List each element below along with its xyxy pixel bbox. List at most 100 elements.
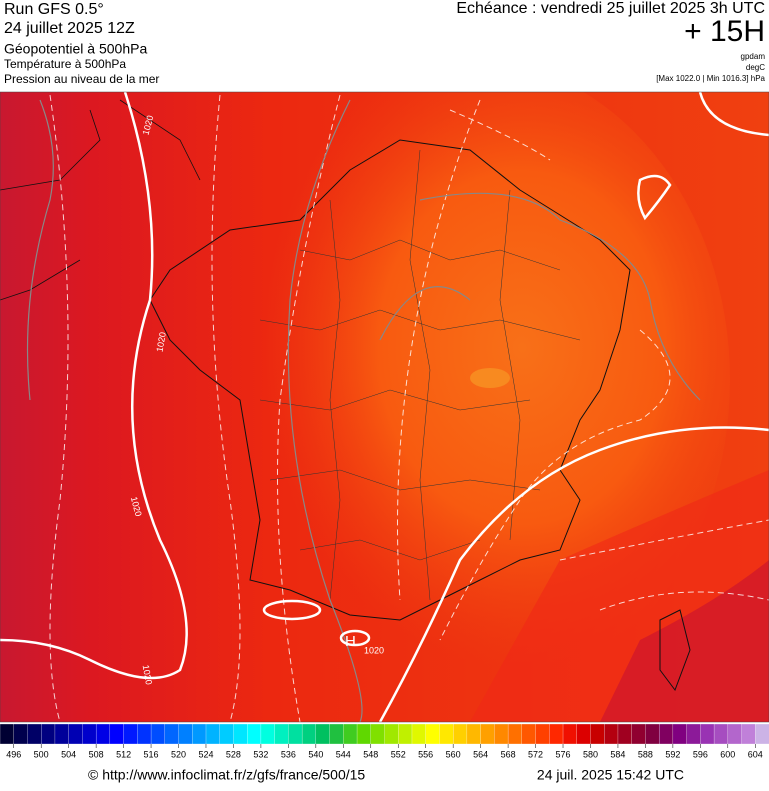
color-swatch [274,723,289,745]
colorbar-label: 496 [6,749,21,759]
isotherms [49,94,769,722]
color-swatch [439,723,454,745]
color-swatch [68,723,83,745]
source-url: © http://www.infoclimat.fr/z/gfs/france/… [88,767,365,783]
colorbar-label: 588 [638,749,653,759]
color-swatch [343,723,358,745]
colorbar-label: 556 [418,749,433,759]
color-swatch [494,723,509,745]
color-swatch [562,723,578,745]
colorbar-label: 564 [473,749,488,759]
color-swatch [123,723,138,745]
color-swatch [164,723,179,745]
colorbar-label: 572 [528,749,543,759]
colorbar: 496 500 504 508 512 516 520 524 528 532 536 540 544 5… [0,723,769,759]
color-swatch [41,723,56,745]
colorbar-label: 548 [363,749,378,759]
color-swatch [672,723,688,745]
color-swatch [54,723,70,745]
colorbar-label: 600 [720,749,735,759]
color-swatch [507,723,523,745]
lead-time: + 15H [684,15,765,48]
field-1: Géopotentiel à 500hPa [4,41,147,57]
geopotential-lines [26,99,701,722]
run-date: 24 juillet 2025 12Z [4,20,135,37]
color-swatch [398,723,413,745]
colorbar-label: 528 [226,749,241,759]
color-swatch [549,723,564,745]
color-swatch [356,723,372,745]
color-swatch [604,723,619,745]
color-swatch [288,723,303,745]
color-swatch [233,723,248,745]
colorbar-label: 540 [308,749,323,759]
colorbar-label: 524 [198,749,213,759]
color-swatch [329,723,344,745]
colorbar-label: 500 [34,749,49,759]
colorbar-label: 512 [116,749,131,759]
color-swatch [0,723,15,745]
colorbar-label: 568 [501,749,516,759]
map-frame [0,91,769,723]
color-swatch [95,723,111,745]
color-swatch [617,723,633,745]
colorbar-label: 508 [89,749,104,759]
isobar-label: 1020 [154,331,167,352]
field-2: Température à 500hPa [4,57,126,71]
color-swatch [301,723,317,745]
colorbar-label: 536 [281,749,296,759]
color-swatch [370,723,385,745]
southeast-cold [600,560,769,722]
isobar-label: 1020 [364,645,384,655]
run-title: Run GFS 0.5° [4,1,104,18]
color-swatch [576,723,591,745]
color-swatch [247,723,262,745]
colorbar-label: 544 [336,749,351,759]
color-swatch [13,723,28,745]
isobars [0,92,769,722]
color-swatch [260,723,276,745]
color-swatch [686,723,701,745]
color-swatch [453,723,468,745]
colorbar-label: 580 [583,749,598,759]
color-swatch [700,723,715,745]
color-swatch [713,723,729,745]
color-swatch [645,723,660,745]
coastline [0,99,201,301]
colorbar-label: 592 [665,749,680,759]
corsica [659,609,691,692]
color-swatch [521,723,537,745]
colorbar-label: 576 [556,749,571,759]
color-swatch [82,723,97,745]
warm-core [470,368,510,388]
unit-2: degC [746,63,765,72]
colorbar-label: 584 [610,749,625,759]
color-swatch [590,723,605,745]
color-swatch [205,723,221,745]
isobar-label: 1020 [141,664,154,685]
colorbar-label: 604 [748,749,763,759]
color-swatch [631,723,646,745]
color-swatch [727,723,742,745]
color-swatch [535,723,550,745]
colorbar-label: 532 [253,749,268,759]
colorbar-label: 516 [144,749,159,759]
color-swatch [480,723,495,745]
color-swatch [27,723,42,745]
color-swatch [411,723,427,745]
colorbar-label: 504 [61,749,76,759]
color-swatch [192,723,207,745]
high-pressure-marker: H [345,633,356,650]
color-swatch [150,723,166,745]
color-swatch [137,723,152,745]
color-swatch [466,723,482,745]
color-swatch [384,723,399,745]
generated-time: 24 juil. 2025 15:42 UTC [537,767,684,783]
pressure-range: [Max 1022.0 | Min 1016.3] hPa [656,74,765,83]
field-3: Pression au niveau de la mer [4,72,159,86]
map: 1020 1020 1020 1020 H 1020 [0,92,769,722]
color-swatch [219,723,234,745]
color-swatch [741,723,756,745]
